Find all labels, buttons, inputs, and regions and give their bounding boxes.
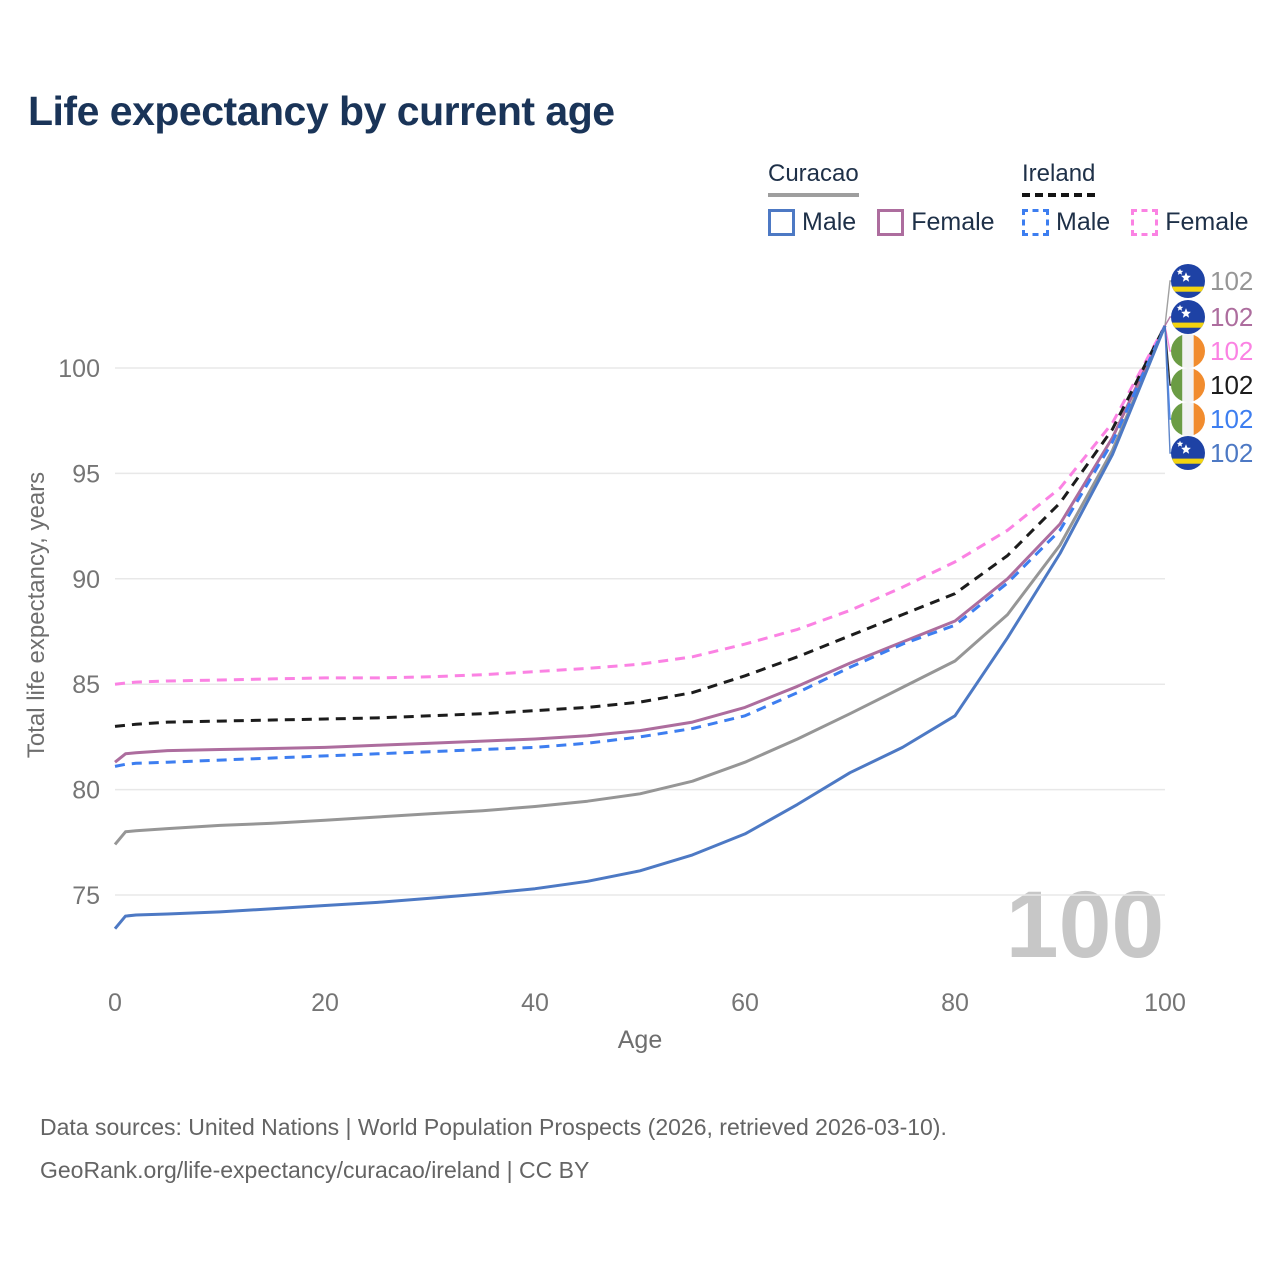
y-tick-label: 100 — [58, 355, 100, 383]
series-line-curacao-female — [114, 325, 1167, 764]
y-tick-label: 80 — [72, 777, 100, 805]
x-tick-label: 60 — [731, 989, 759, 1017]
legend-item-label: Female — [1165, 208, 1249, 236]
legend-item-label: Male — [1056, 208, 1111, 236]
series-end-value: 102 — [1210, 370, 1253, 400]
series-line-ireland-female — [114, 325, 1167, 686]
y-tick-label: 75 — [72, 882, 100, 910]
series-end-value: 102 — [1210, 438, 1253, 468]
ireland-flag-icon — [1171, 368, 1205, 402]
legend-country-curacao: Curacao — [768, 160, 859, 197]
x-tick-label: 80 — [941, 989, 969, 1017]
series-end-value: 102 — [1210, 266, 1253, 296]
curacao-flag-icon — [1171, 264, 1205, 298]
x-axis-title: Age — [618, 1026, 662, 1054]
legend-item-curacao-male[interactable]: Male — [768, 208, 856, 237]
legend-item-label: Male — [802, 208, 857, 236]
chart-footer: Data sources: United Nations | World Pop… — [40, 1106, 947, 1192]
series-end-value: 102 — [1210, 302, 1253, 332]
y-tick-label: 90 — [72, 566, 100, 594]
legend-item-ireland-male[interactable]: Male — [1022, 208, 1110, 237]
legend-swatch-curacao-male-icon — [768, 209, 795, 236]
page-title: Life expectancy by current age — [28, 88, 615, 134]
x-tick-label: 100 — [1144, 989, 1186, 1017]
legend-item-ireland-female[interactable]: Female — [1131, 208, 1249, 237]
legend-item-label: Female — [911, 208, 995, 236]
legend-item-curacao-female[interactable]: Female — [877, 208, 995, 237]
ireland-flag-icon — [1171, 334, 1205, 368]
series-line-curacao-both-sexes — [113, 325, 1167, 846]
source-url-text: GeoRank.org/life-expectancy/curacao/irel… — [40, 1157, 590, 1183]
ireland-flag-icon — [1171, 402, 1205, 436]
legend-group-curacao: Curacao Male Female — [768, 160, 995, 237]
legend-country-ireland: Ireland — [1022, 160, 1096, 197]
life-expectancy-line-chart: 100 75 80 85 90 95 100 0 20 40 60 80 100 Age Total lif… — [23, 264, 1253, 1054]
x-tick-label: 40 — [521, 989, 549, 1017]
series-end-value: 102 — [1210, 404, 1253, 434]
series-end-value: 102 — [1210, 336, 1253, 366]
legend-items-curacao: Male Female — [768, 208, 995, 237]
curacao-flag-icon — [1171, 436, 1205, 470]
legend-swatch-ireland-female-icon — [1131, 209, 1159, 236]
data-sources-text: Data sources: United Nations | World Pop… — [40, 1114, 947, 1140]
y-tick-label: 95 — [72, 460, 100, 488]
y-tick-label: 85 — [72, 671, 100, 699]
series-line-curacao-male — [113, 325, 1167, 930]
legend-items-ireland: Male Female — [1022, 208, 1249, 237]
series-line-ireland-both-sexes — [114, 325, 1167, 728]
x-tick-label: 20 — [311, 989, 339, 1017]
curacao-flag-icon — [1171, 300, 1205, 334]
legend-group-ireland: Ireland Male Female — [1022, 160, 1249, 237]
legend-swatch-ireland-male-icon — [1022, 209, 1049, 236]
current-age-watermark: 100 — [1006, 872, 1165, 978]
y-axis-title: Total life expectancy, years — [23, 472, 50, 758]
x-tick-label: 0 — [108, 989, 122, 1017]
legend-swatch-curacao-female-icon — [877, 209, 905, 236]
series-line-ireland-male — [114, 325, 1167, 768]
